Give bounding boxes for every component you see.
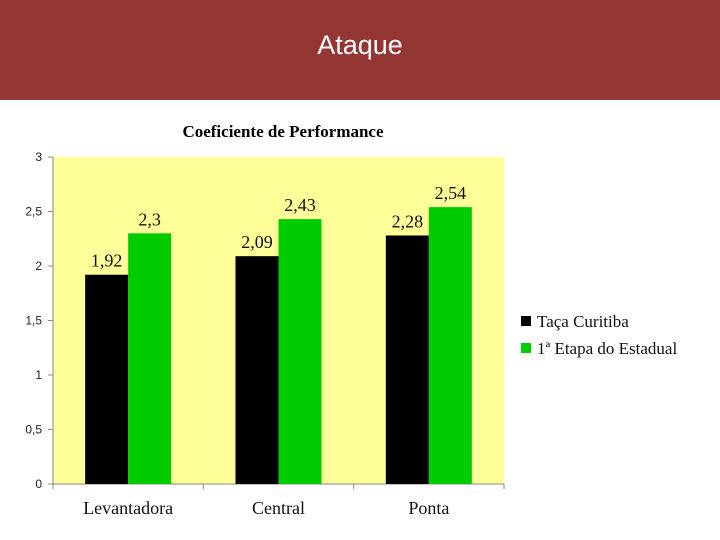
y-tick-label: 2	[35, 259, 42, 273]
legend-swatch	[521, 316, 531, 326]
x-tick-label: Levantadora	[83, 498, 173, 518]
slide-header: Ataque	[0, 0, 720, 100]
legend-swatch	[521, 343, 531, 353]
y-tick-label: 1,5	[25, 314, 42, 328]
performance-chart: Coeficiente de Performance 0 0,5 1 1,5 2 2,5 3 L…	[25, 122, 677, 518]
data-label: 2,09	[241, 232, 273, 252]
bar	[128, 233, 172, 484]
bar	[235, 256, 279, 484]
slide-title: Ataque	[317, 30, 403, 60]
data-label: 1,92	[91, 251, 123, 271]
y-tick-label: 0	[35, 477, 42, 491]
data-label: 2,54	[435, 183, 467, 203]
bar	[428, 207, 472, 484]
chart-title: Coeficiente de Performance	[182, 122, 384, 141]
bar	[278, 219, 322, 484]
y-tick-label: 3	[35, 150, 42, 164]
data-label: 2,3	[138, 209, 161, 229]
legend-label: 1ª Etapa do Estadual	[537, 339, 677, 358]
legend-label: Taça Curitiba	[537, 312, 629, 331]
data-label: 2,43	[284, 195, 316, 215]
y-tick-label: 0,5	[25, 423, 42, 437]
y-tick-label: 2,5	[25, 205, 42, 219]
bar	[385, 235, 429, 484]
bar	[85, 274, 129, 484]
data-label: 2,28	[392, 211, 424, 231]
x-tick-label: Ponta	[408, 498, 449, 518]
x-tick-label: Central	[252, 498, 305, 518]
y-tick-label: 1	[35, 368, 42, 382]
